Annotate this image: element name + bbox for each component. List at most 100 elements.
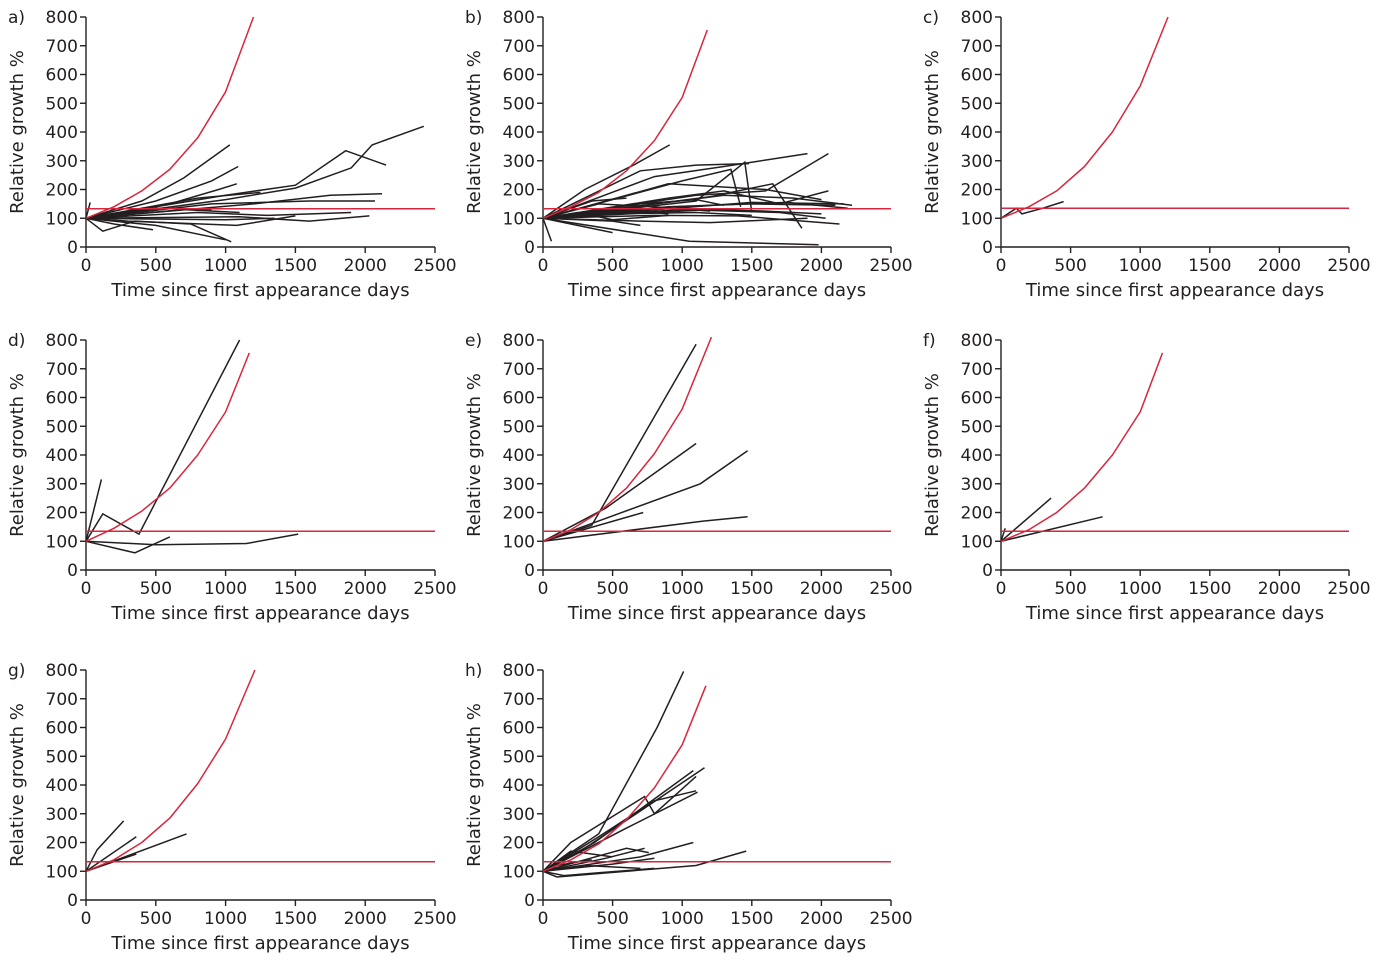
reference-growth-curve [542, 336, 713, 542]
y-axis-title: Relative growth % [7, 50, 28, 214]
y-tick-label: 100 [961, 209, 993, 229]
y-tick-label: 300 [503, 152, 535, 172]
x-tick-label: 0 [81, 909, 92, 929]
series-line [85, 217, 226, 241]
series-line [542, 671, 685, 872]
y-tick-label: 800 [46, 8, 78, 28]
x-tick-label: 2000 [800, 579, 843, 599]
y-tick-label: 100 [503, 209, 535, 229]
y-axis-title: Relative growth % [922, 373, 943, 537]
y-tick-label: 0 [524, 891, 535, 911]
series-line [542, 197, 627, 220]
y-tick-label: 100 [961, 532, 993, 552]
series-line [542, 775, 697, 872]
y-tick-label: 500 [46, 94, 78, 114]
y-tick-label: 700 [503, 37, 535, 57]
y-tick-label: 200 [961, 181, 993, 201]
panel-label: f) [923, 331, 936, 351]
series-line [542, 516, 748, 543]
panel-label: c) [923, 8, 939, 28]
x-tick-label: 2500 [869, 579, 912, 599]
y-tick-label: 700 [503, 690, 535, 710]
x-tick-label: 2000 [1258, 579, 1301, 599]
x-tick-label: 0 [538, 909, 549, 929]
x-tick-label: 1000 [204, 256, 247, 276]
x-tick-label: 0 [996, 256, 1007, 276]
y-tick-label: 500 [503, 94, 535, 114]
series-line [542, 152, 808, 220]
series-line [542, 217, 613, 234]
chart-panel-f: f) 0 100 200 300 400 500 600 700 800 0 500 1000 1500 2… [922, 331, 1371, 624]
y-tick-label: 200 [46, 504, 78, 524]
x-axis-title: Time since first appearance days [567, 933, 866, 954]
y-tick-label: 600 [46, 719, 78, 739]
y-axis-title: Relative growth % [464, 50, 485, 214]
series-line [85, 217, 275, 221]
y-tick-label: 700 [46, 360, 78, 380]
y-tick-label: 500 [46, 747, 78, 767]
y-axis-title: Relative growth % [464, 703, 485, 867]
series-line [85, 479, 103, 542]
y-tick-label: 100 [503, 862, 535, 882]
y-tick-label: 200 [503, 181, 535, 201]
y-tick-label: 300 [503, 805, 535, 825]
x-tick-label: 0 [538, 579, 549, 599]
x-tick-label: 2000 [344, 579, 387, 599]
y-tick-label: 300 [46, 475, 78, 495]
y-tick-label: 400 [503, 446, 535, 466]
x-tick-label: 1000 [661, 256, 704, 276]
y-tick-label: 0 [524, 561, 535, 581]
x-tick-label: 2500 [1327, 256, 1370, 276]
x-tick-label: 2000 [344, 909, 387, 929]
series-line [85, 820, 125, 872]
x-tick-label: 0 [996, 579, 1007, 599]
x-tick-label: 0 [81, 579, 92, 599]
x-tick-label: 500 [1054, 579, 1086, 599]
x-tick-label: 1500 [274, 579, 317, 599]
series-line [542, 194, 853, 220]
y-tick-label: 800 [46, 331, 78, 351]
series-line [542, 857, 655, 873]
y-tick-label: 600 [46, 66, 78, 86]
chart-panel-d: d) 0 100 200 300 400 500 600 700 800 0 500 1000 1500 2… [7, 331, 457, 624]
series-line [542, 850, 613, 872]
series-line [542, 162, 750, 219]
x-tick-label: 0 [538, 256, 549, 276]
x-tick-label: 500 [140, 256, 172, 276]
series-line [542, 847, 649, 873]
x-tick-label: 1500 [730, 579, 773, 599]
chart-panel-h: h) 0 100 200 300 400 500 600 700 800 0 500 1000 1500 2… [464, 661, 913, 954]
x-axis-title: Time since first appearance days [1025, 603, 1324, 624]
series-line [1000, 516, 1103, 543]
y-tick-label: 400 [46, 446, 78, 466]
series-line [1000, 497, 1052, 542]
series-line [85, 211, 352, 220]
panel-label: b) [465, 8, 482, 28]
y-tick-label: 700 [961, 360, 993, 380]
reference-growth-curve [542, 29, 709, 219]
x-tick-label: 2500 [413, 256, 456, 276]
chart-panel-b: b) 0 100 200 300 400 500 600 700 800 0 500 1000 1500 2… [464, 8, 913, 301]
y-tick-label: 600 [961, 66, 993, 86]
y-tick-label: 0 [524, 238, 535, 258]
y-tick-label: 800 [46, 661, 78, 681]
series-line [542, 343, 697, 543]
y-tick-label: 100 [46, 532, 78, 552]
x-tick-label: 500 [596, 579, 628, 599]
series-line [85, 165, 239, 220]
x-tick-label: 1000 [1119, 579, 1162, 599]
series-line [542, 217, 641, 227]
y-tick-label: 800 [503, 661, 535, 681]
y-tick-label: 800 [961, 331, 993, 351]
y-tick-label: 0 [67, 891, 78, 911]
y-tick-label: 500 [46, 417, 78, 437]
y-axis-title: Relative growth % [922, 50, 943, 214]
series-line [1000, 200, 1064, 219]
y-tick-label: 600 [503, 66, 535, 86]
reference-growth-curve [85, 669, 256, 872]
series-line [542, 791, 698, 872]
y-tick-label: 200 [503, 504, 535, 524]
series-line [542, 867, 655, 877]
x-axis-title: Time since first appearance days [567, 603, 866, 624]
